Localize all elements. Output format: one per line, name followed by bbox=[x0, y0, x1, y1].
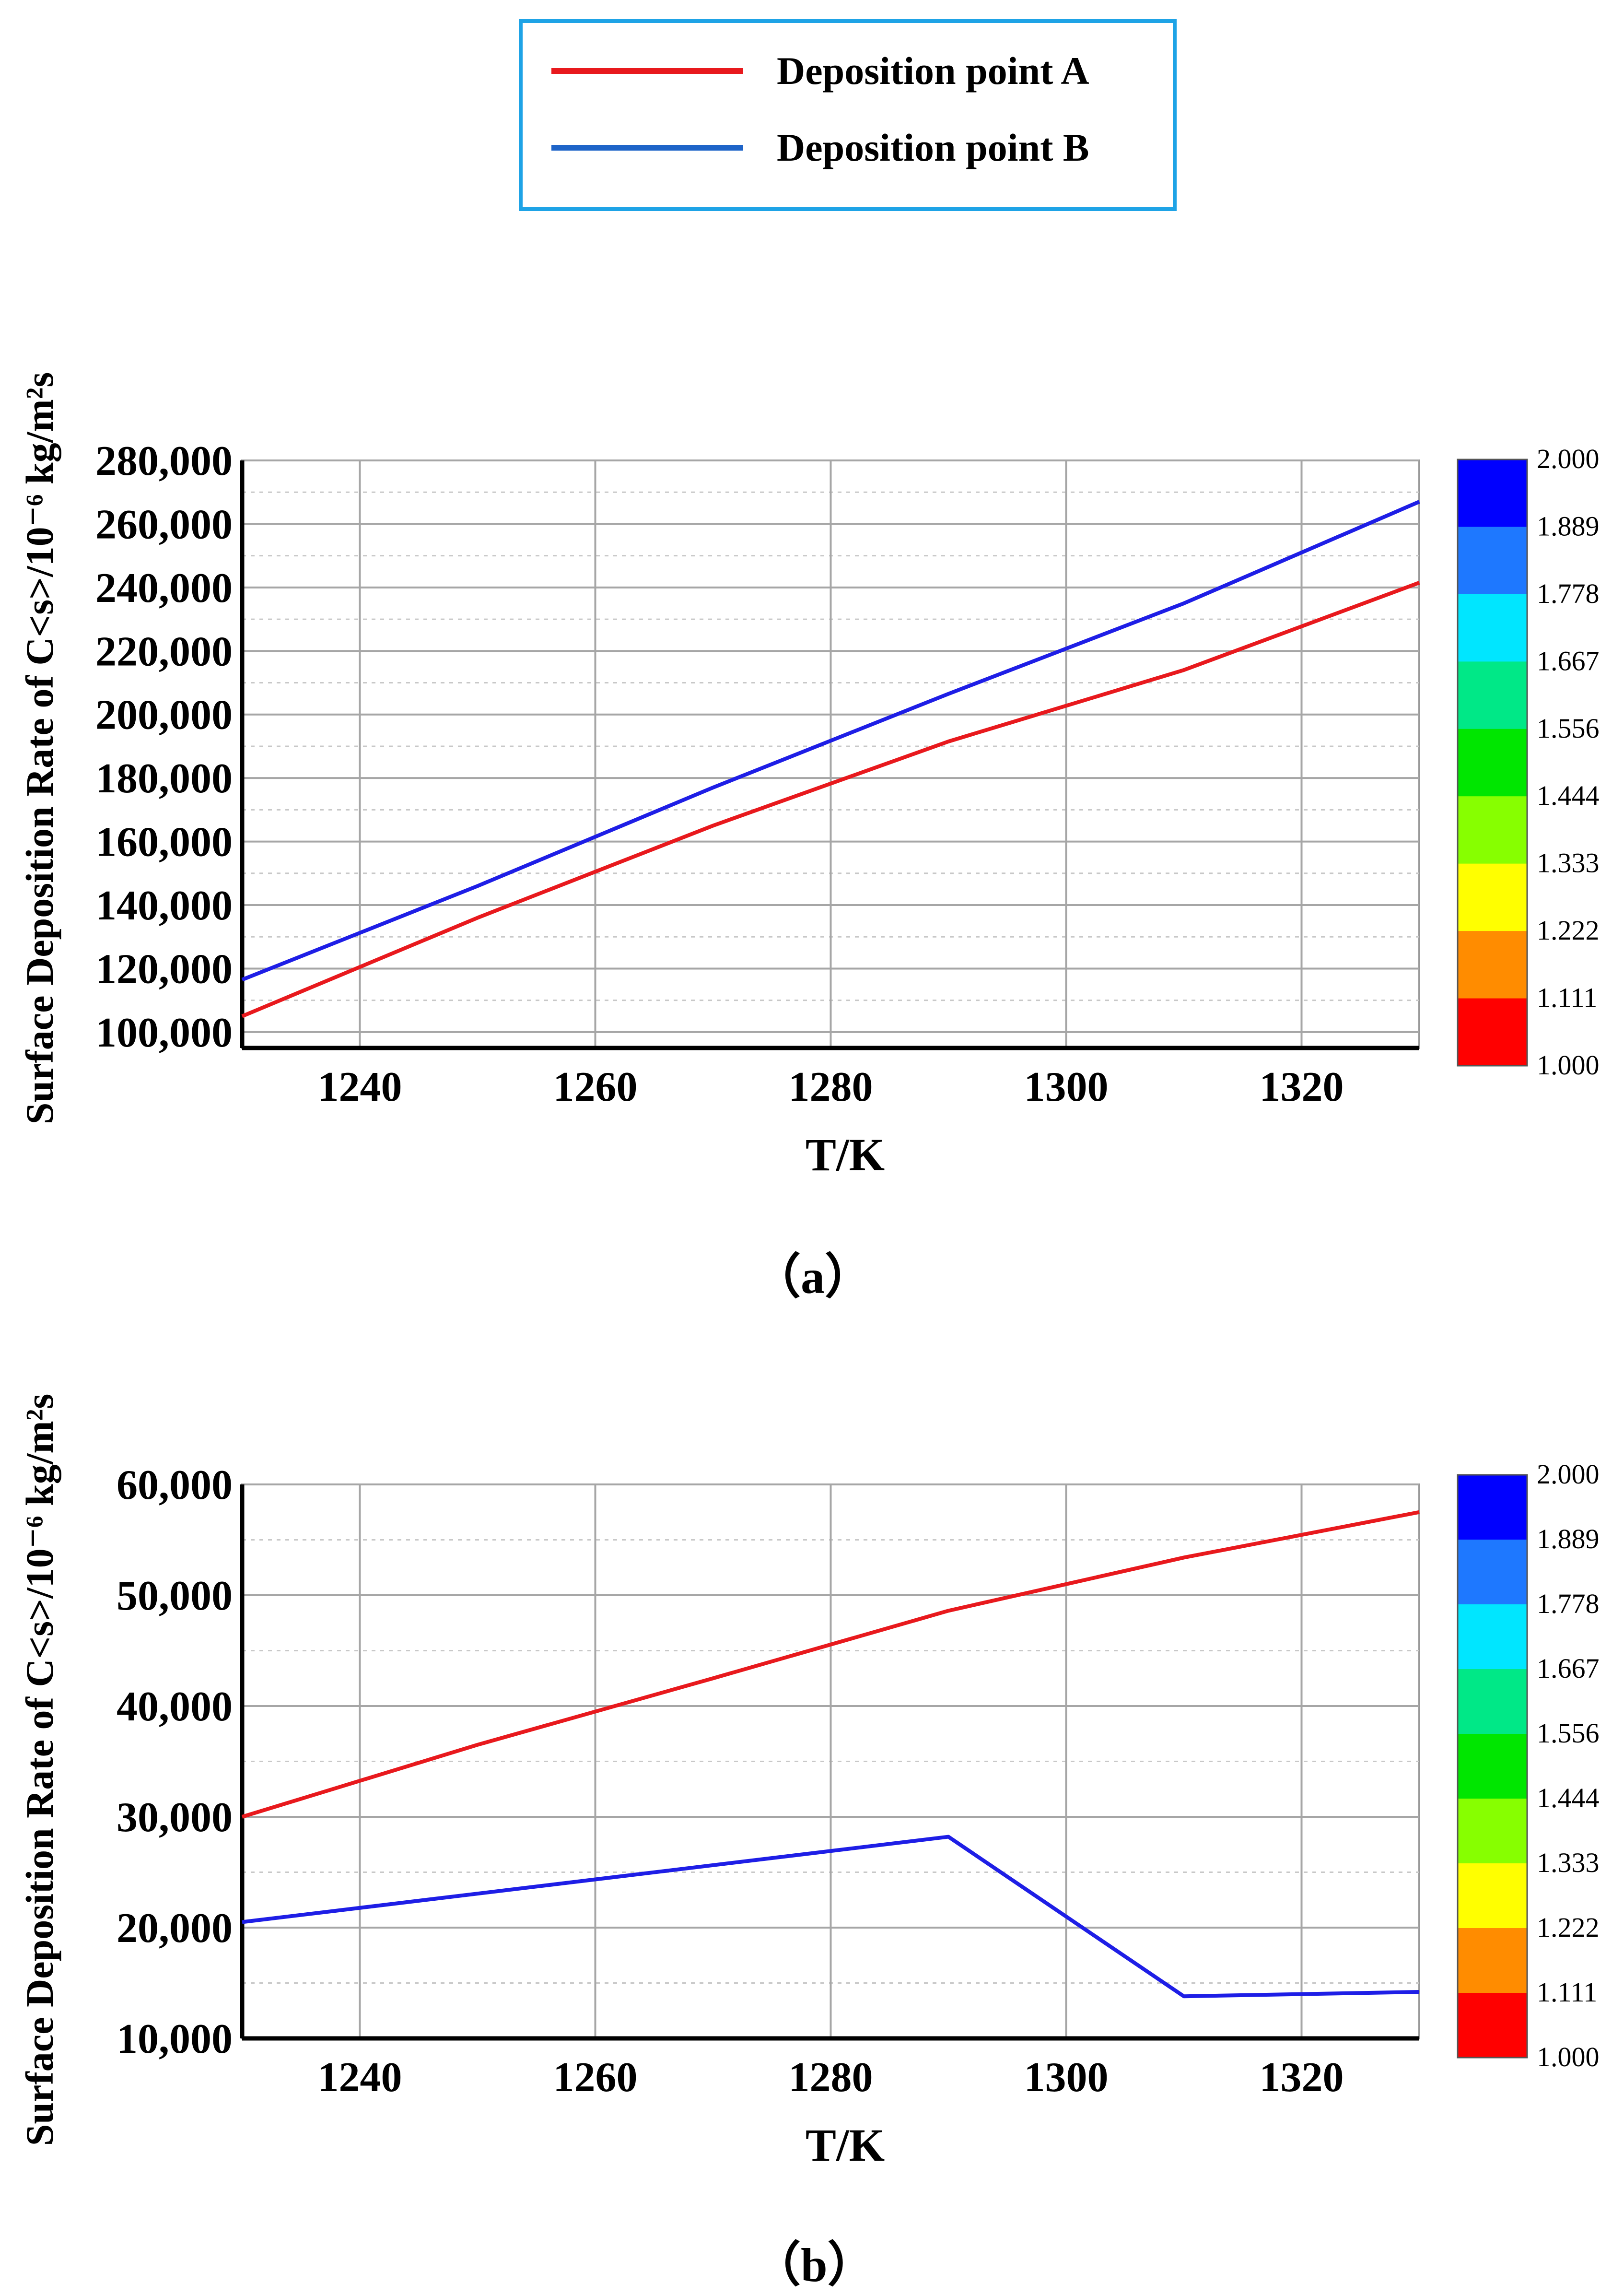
colorbar-a: 2.000 1.889 1.778 1.667 1.556 1.444 1.333 1.222… bbox=[1457, 443, 1600, 1081]
caption-a: （a） bbox=[753, 1250, 873, 1304]
data-point bbox=[242, 979, 243, 980]
x-tick-label: 1300 bbox=[1024, 1064, 1109, 1110]
colorbar-label: 1.667 bbox=[1537, 645, 1600, 676]
legend-label-b: Deposition point B bbox=[777, 126, 1089, 169]
legend: Deposition point A Deposition point B bbox=[519, 19, 1177, 211]
colorbar-label: 1.000 bbox=[1537, 1049, 1600, 1081]
chart-a: 1240 1260 1280 1300 1320 100,000 120,000 140,00… bbox=[18, 372, 1420, 1180]
colorbar-label: 1.111 bbox=[1537, 1977, 1597, 2008]
colorbar-label: 1.889 bbox=[1537, 1523, 1600, 1554]
y-tick-label: 100,000 bbox=[95, 1010, 233, 1056]
colorbar-label: 1.222 bbox=[1537, 1912, 1600, 1943]
colorbar-label: 1.000 bbox=[1537, 2041, 1600, 2072]
colorbar-segment bbox=[1458, 661, 1527, 730]
colorbar-label: 1.556 bbox=[1537, 713, 1600, 744]
colorbar-segment bbox=[1458, 796, 1527, 864]
y-tick-label: 20,000 bbox=[117, 1905, 233, 1952]
colorbar-segment bbox=[1458, 1604, 1527, 1670]
y-tick-label: 30,000 bbox=[117, 1794, 233, 1841]
legend-entry-a: Deposition point A bbox=[551, 42, 1089, 100]
y-tick-label: 240,000 bbox=[95, 565, 233, 612]
y-axis-title: Surface Deposition Rate of C<s>/10⁻⁶ kg/… bbox=[18, 1394, 61, 2146]
y-tick-label: 260,000 bbox=[95, 501, 233, 548]
x-tick-label: 1320 bbox=[1260, 2054, 1344, 2101]
x-tick-label: 1260 bbox=[553, 1064, 638, 1110]
colorbar-label: 1.111 bbox=[1537, 982, 1597, 1013]
colorbar-segment bbox=[1458, 863, 1527, 932]
colorbar-segment bbox=[1458, 1475, 1527, 1540]
colorbar-label: 1.222 bbox=[1537, 915, 1600, 946]
series-line-a bbox=[241, 1510, 1420, 1819]
colorbar-segment bbox=[1458, 729, 1527, 797]
colorbar-label: 1.444 bbox=[1537, 780, 1600, 811]
y-tick-label: 40,000 bbox=[117, 1683, 233, 1730]
colorbar-label: 1.333 bbox=[1537, 847, 1600, 879]
x-axis-title: T/K bbox=[806, 1129, 885, 1180]
caption-b: （b） bbox=[753, 2238, 876, 2292]
x-tick-label: 1300 bbox=[1024, 2054, 1109, 2101]
y-tick-label: 280,000 bbox=[95, 438, 233, 484]
y-tick-label: 160,000 bbox=[95, 819, 233, 866]
series-line-a bbox=[241, 581, 1420, 1018]
colorbar-segment bbox=[1458, 1540, 1527, 1605]
colorbar-segment bbox=[1458, 527, 1527, 595]
colorbar-label: 1.333 bbox=[1537, 1847, 1600, 1878]
y-tick-label: 10,000 bbox=[117, 2016, 233, 2062]
colorbar-label: 1.889 bbox=[1537, 510, 1600, 541]
x-tick-label: 1280 bbox=[789, 1064, 873, 1110]
colorbar-border bbox=[1457, 459, 1528, 1067]
data-point bbox=[948, 1836, 949, 1837]
data-point bbox=[1419, 1991, 1420, 1992]
chart-b: 1240 1260 1280 1300 1320 10,000 20,000 30,000 40… bbox=[18, 1394, 1420, 2171]
data-point bbox=[948, 741, 949, 742]
x-axis-title: T/K bbox=[806, 2119, 885, 2171]
colorbar-b: 2.000 1.889 1.778 1.667 1.556 1.444 1.333 1.222… bbox=[1457, 1459, 1600, 2072]
colorbar-label: 1.556 bbox=[1537, 1718, 1600, 1749]
colorbar-label: 2.000 bbox=[1537, 1459, 1600, 1490]
x-tick-label: 1280 bbox=[789, 2054, 873, 2101]
colorbar-segment bbox=[1458, 1863, 1527, 1929]
y-tick-label: 180,000 bbox=[95, 755, 233, 802]
y-tick-label: 120,000 bbox=[95, 946, 233, 992]
y-tick-label: 200,000 bbox=[95, 692, 233, 739]
colorbar-label: 1.778 bbox=[1537, 578, 1600, 609]
legend-swatch-a bbox=[551, 68, 743, 74]
y-tick-label: 140,000 bbox=[95, 883, 233, 929]
colorbar-segment bbox=[1458, 1734, 1527, 1799]
colorbar-border bbox=[1457, 1474, 1528, 2059]
colorbar-label: 1.778 bbox=[1537, 1588, 1600, 1619]
colorbar-segment bbox=[1458, 998, 1527, 1066]
colorbar-segment bbox=[1458, 1799, 1527, 1864]
y-axis-title: Surface Deposition Rate of C<s>/10⁻⁶ kg/… bbox=[18, 372, 61, 1124]
series-line-b bbox=[242, 1835, 1420, 1999]
colorbar-segment bbox=[1458, 931, 1527, 999]
x-tick-label: 1240 bbox=[318, 1064, 402, 1110]
x-tick-label: 1240 bbox=[318, 2054, 402, 2101]
data-point bbox=[1419, 582, 1420, 583]
series-line-b bbox=[241, 500, 1420, 982]
legend-swatch-b bbox=[551, 145, 743, 151]
colorbar-segment bbox=[1458, 1669, 1527, 1734]
colorbar-segment bbox=[1458, 459, 1527, 528]
legend-entry-b: Deposition point B bbox=[551, 119, 1089, 177]
y-tick-label: 60,000 bbox=[117, 1462, 233, 1508]
colorbar-label: 2.000 bbox=[1537, 443, 1600, 474]
x-tick-label: 1260 bbox=[553, 2054, 638, 2101]
colorbar-segment bbox=[1458, 594, 1527, 662]
colorbar-segment bbox=[1458, 1928, 1527, 1993]
y-tick-label: 50,000 bbox=[117, 1573, 233, 1619]
y-tick-label: 220,000 bbox=[95, 628, 233, 675]
legend-label-a: Deposition point A bbox=[777, 49, 1089, 93]
x-tick-label: 1320 bbox=[1260, 1064, 1344, 1110]
colorbar-label: 1.667 bbox=[1537, 1653, 1600, 1684]
colorbar-label: 1.444 bbox=[1537, 1782, 1600, 1813]
colorbar-segment bbox=[1458, 1993, 1527, 2058]
